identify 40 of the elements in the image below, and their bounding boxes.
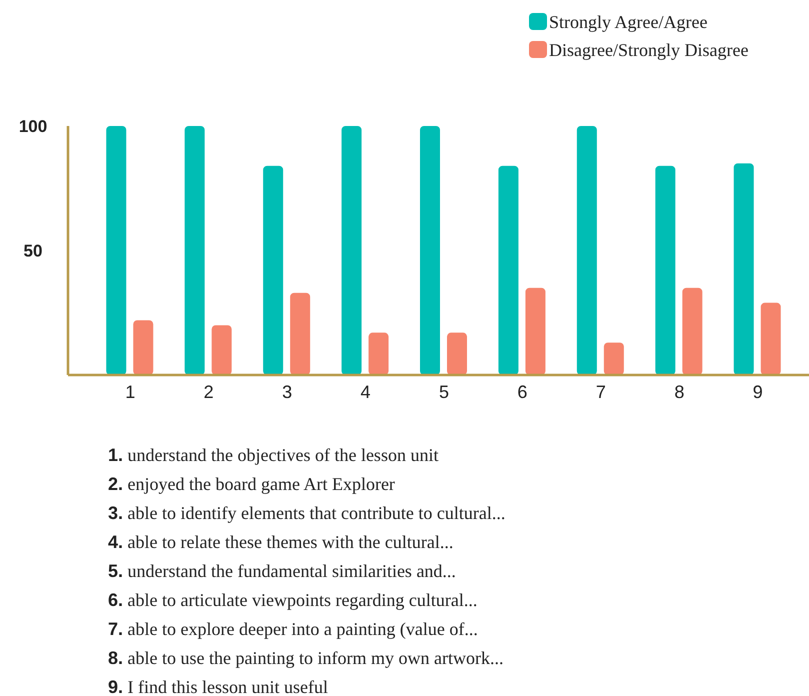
- x-tick-label: 3: [282, 382, 292, 402]
- legend-label: Strongly Agree/Agree: [549, 12, 708, 32]
- x-tick-label: 9: [752, 382, 763, 402]
- bar: [447, 332, 467, 375]
- text: 8. able to use the painting to inform my own artwork...: [108, 648, 504, 668]
- x-tick-label: 6: [517, 382, 528, 402]
- text: 7. able to explore deeper into a painting (value of...: [108, 619, 478, 639]
- bar: [498, 166, 518, 375]
- bar: [576, 126, 597, 375]
- text: 2. enjoyed the board game Art Explorer: [108, 474, 395, 494]
- bar: [760, 302, 781, 375]
- text: 4. able to relate these themes with the cultural...: [108, 532, 454, 552]
- text: 3. able to identify elements that contribute to cultural...: [108, 503, 506, 523]
- bar: [342, 126, 362, 375]
- bar: [133, 320, 154, 375]
- x-tick-label: 5: [438, 382, 450, 402]
- x-tick-label: 7: [596, 382, 606, 402]
- bar: [682, 288, 702, 375]
- text: 9. I find this lesson unit useful: [108, 677, 328, 696]
- bar: [184, 126, 205, 375]
- bar: [212, 325, 232, 375]
- text: 6. able to articulate viewpoints regarding cultural...: [108, 590, 478, 610]
- x-tick-label: 8: [674, 382, 684, 402]
- x-tick-label: 1: [125, 382, 136, 402]
- bar: [290, 292, 310, 375]
- x-tick-label: 2: [204, 382, 214, 402]
- x-tick-label: 4: [360, 382, 371, 402]
- bar: [368, 332, 389, 375]
- bar: [263, 166, 284, 375]
- bar: [604, 342, 624, 375]
- text: 1. understand the objectives of the lesson unit: [108, 445, 438, 465]
- legend-label: Disagree/Strongly Disagree: [549, 40, 748, 60]
- text: 5. understand the fundamental similarities and...: [108, 561, 456, 581]
- bar: [525, 288, 546, 375]
- bar: [106, 126, 126, 375]
- bar: [420, 126, 440, 375]
- y-tick-label: 100: [18, 116, 48, 136]
- bar: [734, 163, 754, 375]
- y-tick-label: 50: [24, 241, 42, 260]
- bar: [655, 166, 676, 375]
